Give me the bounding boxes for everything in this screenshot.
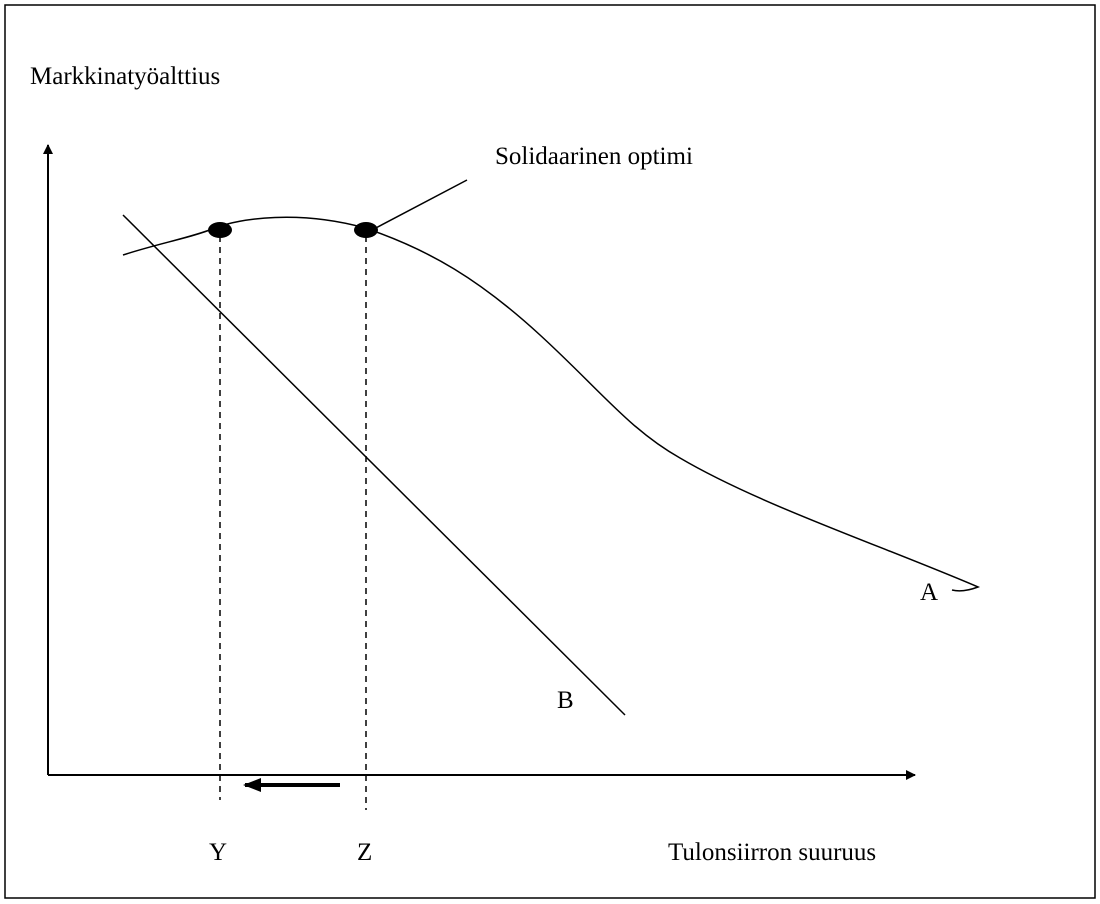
point-z-label: Z	[357, 839, 372, 866]
line-b-label: B	[557, 687, 574, 714]
annotation: Solidaarinen optimi	[495, 143, 693, 170]
x-axis-label: Tulonsiirron suuruus	[668, 839, 876, 866]
curve-a	[122, 216, 981, 592]
point-y	[208, 222, 232, 238]
curve-a-label: A	[920, 579, 938, 606]
point-z	[354, 222, 378, 238]
pointer-line	[371, 179, 468, 231]
y-axis-label: Markkinatyöalttius	[30, 63, 220, 90]
line-b	[122, 214, 626, 716]
point-y-label: Y	[209, 839, 227, 866]
frame	[4, 4, 1096, 899]
